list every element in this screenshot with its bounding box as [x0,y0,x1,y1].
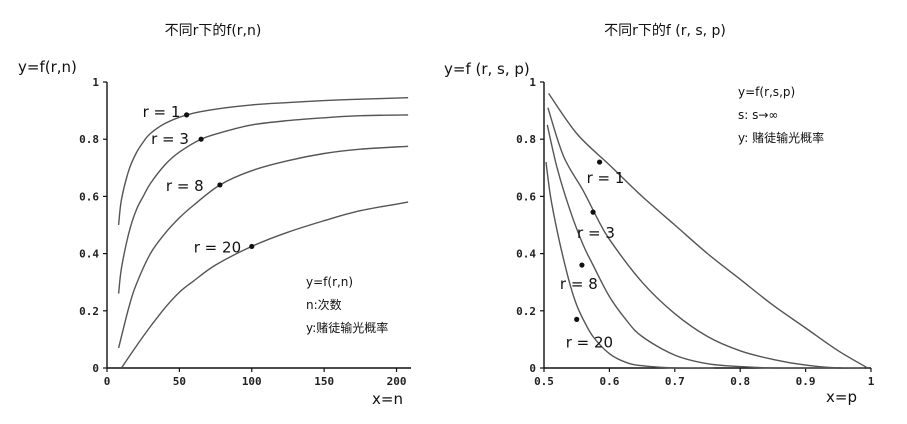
left-series-r3-line [117,114,409,294]
left-series-r20-line [120,201,409,369]
right-series-r1-line [548,92,869,369]
left-series-r8-line [117,145,409,349]
right-series-r1-marker [596,159,603,165]
right-x-tick-label: 0.7 [665,375,685,388]
right-series-r1-label: r = 1 [587,169,625,187]
right-series-r20-marker [574,316,580,322]
right-x-tick-label: 0.9 [796,375,816,388]
right-x-tick-label: 0.8 [730,375,750,388]
left-series-r1-line [117,97,409,226]
right-y-tick-label: 0.2 [516,305,536,318]
right-x-tick-label: 1 [868,375,875,388]
left-note-formula: y=f(r,n) [306,275,353,289]
left-x-tick-label: 0 [104,375,111,388]
right-y-tick-label: 0.6 [516,190,536,203]
right-y-tick-label: 0 [529,362,536,375]
left-series-r1-label: r = 1 [143,103,181,121]
right-note-s: s: s→∞ [738,108,778,122]
right-chart-title: 不同r下的f (r, s, p) [604,23,726,39]
left-y-tick-label: 0.4 [79,248,99,261]
left-x-tick-label: 50 [173,375,186,388]
left-y-tick-label: 0.2 [79,305,99,318]
right-y-tick-label: 0.8 [516,133,536,146]
right-note-formula: y=f(r,s,p) [738,85,795,99]
right-x-axis-label: x=p [826,388,857,406]
left-y-tick-label: 1 [92,76,99,89]
right-series-r8-line [546,124,842,369]
left-chart: 0 50 100 150 200 0 0.2 0.4 0.6 0.8 1 r = 1 r = 3 r = … [79,76,411,388]
left-y-tick-label: 0 [92,362,99,375]
left-x-tick-label: 100 [242,375,262,388]
left-y-tick-label: 0.8 [79,133,99,146]
right-y-tick-label: 1 [529,76,536,89]
right-note-y: y: 赌徒输光概率 [738,130,824,145]
right-y-axis-label: y=f (r, s, p) [444,60,530,78]
left-note-y: y:赌徒输光概率 [306,320,388,335]
right-series-r20-label: r = 20 [566,333,613,351]
left-series-r3-marker [198,136,204,142]
right-y-tick-label: 0.4 [516,248,536,261]
left-x-axis-label: x=n [372,390,403,408]
left-series-r1-marker [184,112,190,118]
right-series-r3-marker [590,209,596,215]
right-x-tick-label: 0.5 [534,375,554,388]
right-chart: 0.5 0.6 0.7 0.8 0.9 1 0 0.2 0.4 0.6 0.8 1 r = 1 r = 3… [516,76,875,388]
left-note-n: n:次数 [306,297,342,312]
left-series-r3-label: r = 3 [151,130,189,148]
right-series-r3-label: r = 3 [577,224,615,242]
left-series-r20-marker [249,243,255,250]
left-chart-title: 不同r下的f(r,n) [165,23,262,39]
left-series-r8-label: r = 8 [166,177,204,195]
right-series-r8-marker [579,262,585,268]
right-series-r3-line [547,107,865,369]
left-y-tick-label: 0.6 [79,190,99,203]
left-y-axis-label: y=f(r,n) [18,58,77,76]
left-series-r20-label: r = 20 [194,238,241,256]
right-series-r20-line [545,162,715,369]
left-series-r8-marker [217,182,223,188]
left-x-tick-label: 150 [314,375,334,388]
right-series-r8-label: r = 8 [560,275,598,293]
right-x-tick-label: 0.6 [599,375,619,388]
left-x-tick-label: 200 [387,375,407,388]
